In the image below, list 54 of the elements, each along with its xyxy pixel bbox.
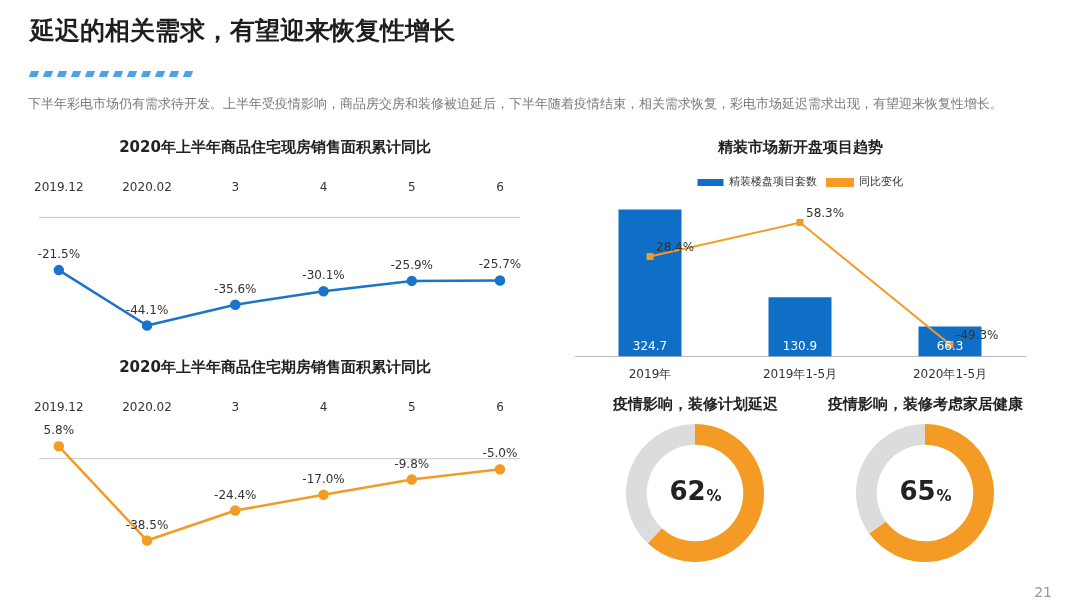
- text: 21: [1034, 584, 1052, 600]
- point: [494, 464, 506, 475]
- point: [141, 320, 153, 331]
- data-label: 130.9: [782, 338, 818, 353]
- data-label: 58.3%: [806, 205, 845, 220]
- legend-label: 同比变化: [858, 175, 903, 189]
- data-label: -30.1%: [302, 268, 345, 283]
- point: [141, 535, 153, 546]
- x-tick-label: 6: [496, 180, 504, 195]
- data-label: 66.3: [936, 338, 964, 353]
- data-label: 65%: [899, 475, 952, 506]
- point: [318, 489, 329, 501]
- point: [318, 285, 329, 297]
- data-label: 62%: [669, 475, 722, 506]
- x-tick-label: 2019年: [628, 366, 672, 381]
- x-tick-label: 6: [496, 400, 504, 415]
- data-label: 324.7: [632, 338, 668, 353]
- data-label: -35.6%: [214, 281, 257, 296]
- chart-title: 2020年上半年商品住宅期房销售面积累计同比: [119, 357, 431, 376]
- chart-title: 2020年上半年商品住宅现房销售面积累计同比: [119, 137, 431, 156]
- chart-title: 疫情影响，装修考虑家居健康: [826, 394, 1024, 413]
- x-tick-label: 4: [319, 400, 328, 415]
- data-label: -21.5%: [37, 247, 81, 262]
- point: [53, 441, 65, 452]
- point: [230, 505, 241, 516]
- data-label: -24.4%: [214, 487, 257, 502]
- legend-label: 精装楼盘项目套数: [729, 175, 817, 189]
- x-tick-label: 5: [407, 400, 416, 415]
- x-tick-label: 2020年1-5月: [912, 366, 988, 381]
- text: 延迟的相关需求，有望迎来恢复性增长: [30, 15, 455, 47]
- data-label: -9.8%: [394, 456, 430, 471]
- point: [230, 299, 241, 310]
- data-label: -25.9%: [390, 257, 433, 272]
- x-tick-label: 3: [231, 180, 240, 195]
- chart-title: 疫情影响，装修计划延迟: [611, 394, 779, 413]
- point: [53, 264, 65, 276]
- x-tick-label: 2019.12: [34, 180, 84, 195]
- data-label: -25.7%: [478, 257, 522, 272]
- chart-title: 精装市场新开盘项目趋势: [716, 137, 883, 156]
- x-tick-label: 2020.02: [122, 180, 172, 195]
- text: 下半年彩电市场仍有需求待开发。上半年受疫情影响，商品房交房和装修被迫延后，下半年随着疫情结束，相关需求恢复，彩电市场延迟需求出现，有望迎来恢复性增长。: [28, 96, 1003, 113]
- data-label: -44.1%: [125, 302, 169, 317]
- data-label: 5.8%: [43, 423, 75, 438]
- x-tick-label: 2019.12: [34, 400, 84, 415]
- data-label: -5.0%: [482, 446, 518, 461]
- x-tick-label: 4: [319, 180, 328, 195]
- point: [406, 474, 418, 485]
- x-tick-label: 5: [407, 180, 416, 195]
- point: [406, 275, 418, 287]
- point: [494, 275, 506, 286]
- data-label: -17.0%: [302, 471, 345, 486]
- x-tick-label: 3: [231, 400, 240, 415]
- x-tick-label: 2019年1-5月: [762, 366, 838, 381]
- x-tick-label: 2020.02: [122, 400, 172, 415]
